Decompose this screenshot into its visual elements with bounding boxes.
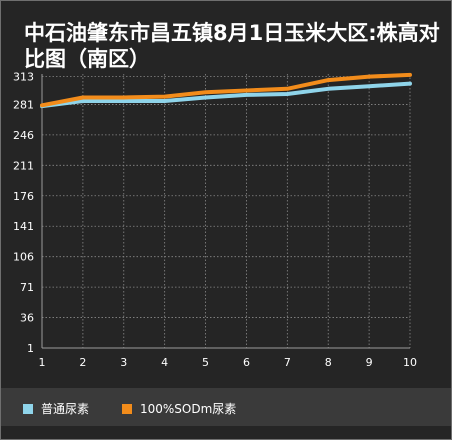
y-tick-label: 1 bbox=[27, 342, 34, 355]
series-line-1 bbox=[40, 72, 412, 108]
x-tick-label: 6 bbox=[243, 356, 250, 369]
x-tick-label: 2 bbox=[79, 356, 86, 369]
x-tick-label: 4 bbox=[161, 356, 168, 369]
gridlines bbox=[41, 74, 411, 349]
x-tick-label: 9 bbox=[366, 356, 373, 369]
y-tick-label: 71 bbox=[20, 281, 34, 294]
chart-title: 中石油肇东市昌五镇8月1日玉米大区:株高对比图（南区） bbox=[24, 21, 440, 71]
y-tick-label: 36 bbox=[20, 312, 34, 325]
legend-label-0: 普通尿素 bbox=[41, 402, 90, 416]
series-lines bbox=[40, 72, 412, 109]
y-tick-label: 211 bbox=[13, 159, 34, 172]
y-tick-label: 281 bbox=[13, 98, 34, 111]
y-tick-label: 141 bbox=[13, 220, 34, 233]
legend-item-0[interactable]: 普通尿素 bbox=[23, 400, 89, 417]
x-tick-label: 7 bbox=[284, 356, 291, 369]
y-tick-label: 313 bbox=[13, 71, 34, 84]
x-tick-label: 1 bbox=[39, 356, 46, 369]
y-tick-labels: 1 36 71 106 141 176 211 246 281 313 bbox=[13, 71, 34, 355]
x-tick-label: 3 bbox=[120, 356, 127, 369]
x-tick-label: 8 bbox=[325, 356, 332, 369]
legend-swatch-0 bbox=[23, 403, 33, 414]
legend: 普通尿素 100%SODm尿素 bbox=[1, 388, 451, 426]
legend-label-1: 100%SODm尿素 bbox=[140, 402, 237, 416]
x-tick-label: 10 bbox=[403, 356, 417, 369]
x-tick-labels: 1 2 3 4 5 6 7 8 9 10 bbox=[39, 356, 418, 369]
legend-swatch-1 bbox=[122, 403, 132, 414]
x-tick-label: 5 bbox=[202, 356, 209, 369]
y-tick-label: 246 bbox=[13, 129, 34, 142]
y-tick-label: 106 bbox=[13, 251, 34, 264]
series-line-0 bbox=[40, 81, 412, 109]
y-tick-label: 176 bbox=[13, 190, 34, 203]
legend-item-1[interactable]: 100%SODm尿素 bbox=[122, 400, 236, 417]
